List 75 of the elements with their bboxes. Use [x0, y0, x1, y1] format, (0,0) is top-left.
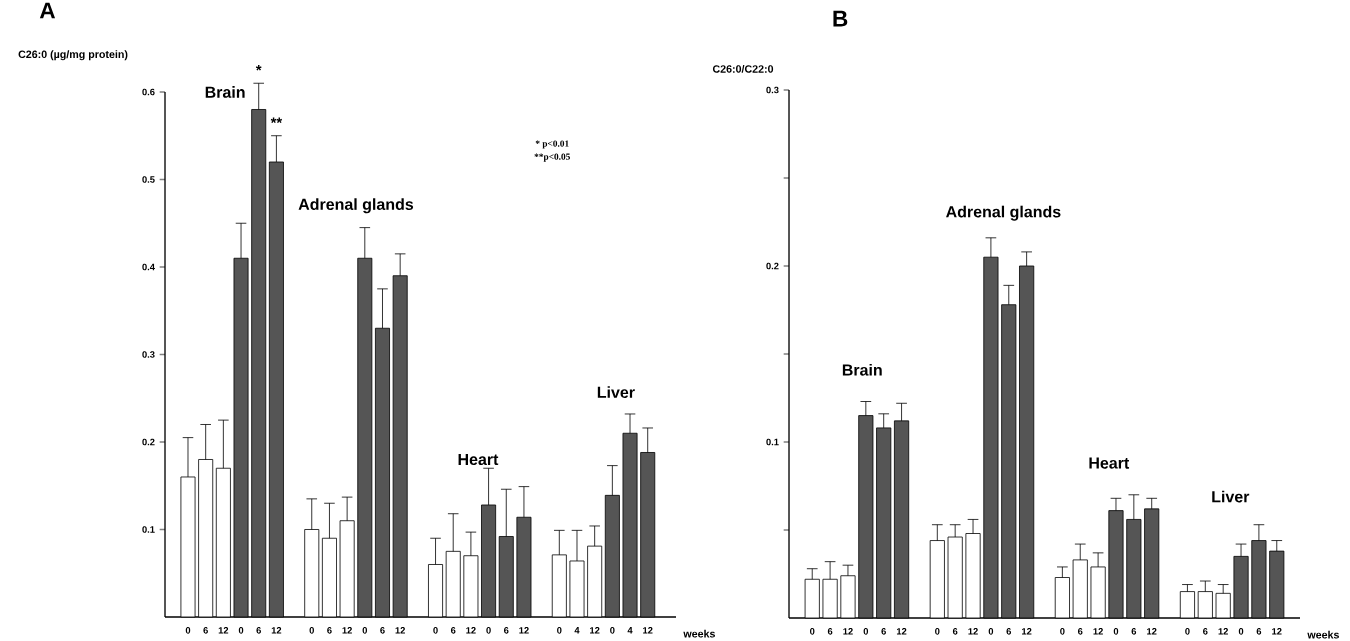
annotation: Brain — [842, 363, 882, 376]
x-tick-label: 12 — [896, 628, 907, 635]
y-tick-label: 0.1 — [766, 438, 779, 446]
x-tick-label: 12 — [342, 627, 352, 634]
y-tick-label: 0.5 — [142, 176, 155, 183]
x-tick-label: 0 — [610, 627, 615, 634]
x-tick-label: 12 — [466, 627, 476, 634]
x-tick-label: 6 — [450, 627, 456, 634]
x-tick-label: 0 — [433, 627, 438, 634]
y-tick-label: 0.3 — [142, 351, 155, 358]
x-tick-label: 6 — [256, 627, 261, 634]
y-tick-label: 0.2 — [766, 262, 779, 270]
annotation: Heart — [458, 453, 499, 466]
x-tick-label: 0 — [1113, 628, 1119, 635]
x-tick-label: 12 — [271, 627, 282, 634]
y-axis-title: C26:0/C22:0 — [712, 64, 774, 73]
x-tick-label: 0 — [1185, 628, 1190, 635]
y-tick-label: 0.6 — [142, 88, 155, 96]
x-tick-label: 0 — [185, 627, 191, 634]
x-tick-label: 12 — [1022, 628, 1032, 635]
x-tick-label: 0 — [557, 627, 562, 634]
x-tick-label: 6 — [1203, 628, 1208, 635]
y-axis-title: C26:0 (µg/mg protein) — [18, 50, 128, 61]
annotation: Heart — [1089, 457, 1130, 469]
y-tick-label: 0.4 — [142, 263, 155, 271]
chart-title: A — [39, 2, 56, 19]
x-tick-label: 0 — [486, 627, 491, 634]
x-tick-label: 6 — [1256, 628, 1262, 635]
x-tick-label: 0 — [238, 627, 244, 634]
annotation: **p<0.05 — [534, 153, 570, 162]
x-tick-label: 0 — [362, 627, 368, 634]
x-tick-label: 6 — [380, 627, 385, 634]
x-tick-label: 12 — [519, 627, 529, 634]
x-tick-label: 6 — [327, 627, 332, 634]
x-tick-label: 6 — [1131, 628, 1137, 635]
annotation: Liver — [597, 386, 635, 398]
x-tick-label: 6 — [952, 628, 958, 635]
x-tick-label: 6 — [504, 627, 509, 634]
x-tick-label: 12 — [1147, 628, 1157, 635]
text: * — [255, 65, 262, 71]
x-tick-label: 0 — [935, 628, 940, 635]
x-tick-label: 0 — [988, 628, 994, 635]
x-tick-label: 12 — [395, 627, 405, 634]
annotation: * p<0.01 — [535, 140, 569, 149]
x-tick-label: 6 — [881, 628, 886, 635]
annotation: Liver — [1212, 490, 1250, 503]
annotation: ** — [270, 117, 283, 124]
x-tick-label: 0 — [863, 628, 869, 635]
annotation: Adrenal glands — [298, 198, 414, 214]
x-tick-label: 12 — [643, 627, 653, 634]
x-tick-label: 0 — [1238, 628, 1244, 635]
chart-title: B — [833, 10, 848, 27]
annotation: Brain — [205, 86, 245, 98]
x-tick-label: 12 — [843, 628, 853, 635]
x-axis-title: weeks — [683, 629, 715, 638]
x-tick-label: 12 — [968, 628, 978, 635]
x-axis-title: weeks — [1307, 630, 1339, 639]
y-tick-label: 0.2 — [142, 438, 155, 446]
x-tick-label: 0 — [810, 628, 815, 635]
x-tick-label: 4 — [627, 627, 633, 634]
x-tick-label: 12 — [218, 627, 229, 634]
x-tick-label: 0 — [1060, 628, 1065, 635]
x-tick-label: 6 — [1077, 628, 1083, 635]
x-tick-label: 12 — [1218, 628, 1228, 635]
x-tick-label: 0 — [309, 627, 314, 634]
x-tick-label: 6 — [203, 627, 208, 634]
x-tick-label: 4 — [574, 627, 580, 634]
y-tick-label: 0.3 — [766, 86, 779, 94]
annotation: Adrenal glands — [946, 205, 1061, 221]
x-tick-label: 12 — [590, 627, 600, 634]
y-tick-label: 0.1 — [142, 526, 155, 533]
x-tick-label: 12 — [1093, 628, 1103, 635]
x-tick-label: 6 — [1006, 628, 1012, 635]
x-tick-label: 12 — [1272, 628, 1282, 635]
x-tick-label: 6 — [827, 628, 833, 635]
